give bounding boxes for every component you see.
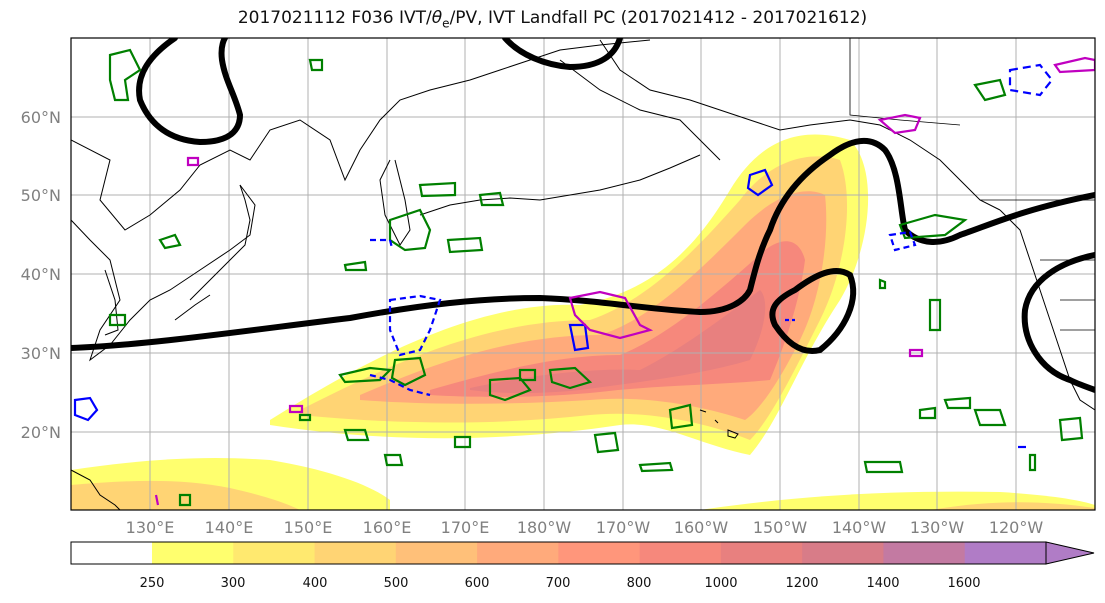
colorbar-bin (639, 542, 722, 564)
latitude-labels: 20°N 30°N 40°N 50°N 60°N (21, 108, 61, 442)
colorbar-bin (720, 542, 803, 564)
colorbar-bin (964, 542, 1047, 564)
colorbar-tick-label: 250 (140, 576, 165, 591)
colorbar-bin (152, 542, 234, 564)
colorbar-bin (477, 542, 559, 564)
lon-label: 160°E (363, 518, 412, 537)
colorbar-bin (802, 542, 884, 564)
lat-label: 30°N (21, 344, 61, 363)
colorbar-tick-label: 1400 (866, 576, 899, 591)
lat-label: 50°N (21, 186, 61, 205)
colorbar-tick-label: 600 (465, 576, 490, 591)
colorbar-under-bin (71, 542, 152, 564)
longitude-labels: 130°E 140°E 150°E 160°E 170°E 180°W 170°… (126, 518, 1044, 537)
lon-label: 150°E (284, 518, 333, 537)
lon-label: 140°E (205, 518, 254, 537)
coastlines (71, 38, 1095, 510)
lat-label: 20°N (21, 423, 61, 442)
lon-label: 120°W (989, 518, 1044, 537)
colorbar-tick-label: 400 (303, 576, 328, 591)
pv-positive-contours (108, 48, 1084, 507)
lon-label: 140°W (832, 518, 887, 537)
colorbar-extend-arrow (1045, 541, 1095, 565)
lon-label: 170°E (441, 518, 490, 537)
ivt-shading (71, 134, 1095, 510)
colorbar-tick-label: 1200 (785, 576, 818, 591)
map-border (70, 37, 1096, 511)
colorbar-bin (233, 542, 316, 564)
colorbar-bin (558, 542, 641, 564)
colorbar-tick-label: 1600 (947, 576, 980, 591)
colorbar-bin (314, 542, 397, 564)
colorbar-tick-label: 700 (546, 576, 571, 591)
lon-label: 130°E (126, 518, 175, 537)
colorbar: 250 300 400 500 600 700 800 1000 1200 14… (70, 541, 1095, 591)
colorbar-tick-label: 800 (627, 576, 652, 591)
lon-label: 130°W (910, 518, 965, 537)
colorbar-border (70, 541, 1047, 565)
lat-label: 40°N (21, 265, 61, 284)
colorbar-tick-label: 500 (384, 576, 409, 591)
pv-negative-contours (73, 63, 1054, 449)
colorbar-bin (395, 542, 478, 564)
landfall-pc-contours (154, 56, 1095, 506)
colorbar-tick-label: 1000 (704, 576, 737, 591)
colorbar-tick-label: 300 (221, 576, 246, 591)
lon-label: 170°W (596, 518, 651, 537)
lon-label: 160°W (674, 518, 729, 537)
lon-label: 150°W (753, 518, 808, 537)
lat-label: 60°N (21, 108, 61, 127)
colorbar-bin (883, 542, 966, 564)
lon-label: 180°W (517, 518, 572, 537)
map-title: 2017021112 F036 IVT/θe/PV, IVT Landfall … (237, 8, 868, 31)
graticule (71, 38, 1095, 510)
